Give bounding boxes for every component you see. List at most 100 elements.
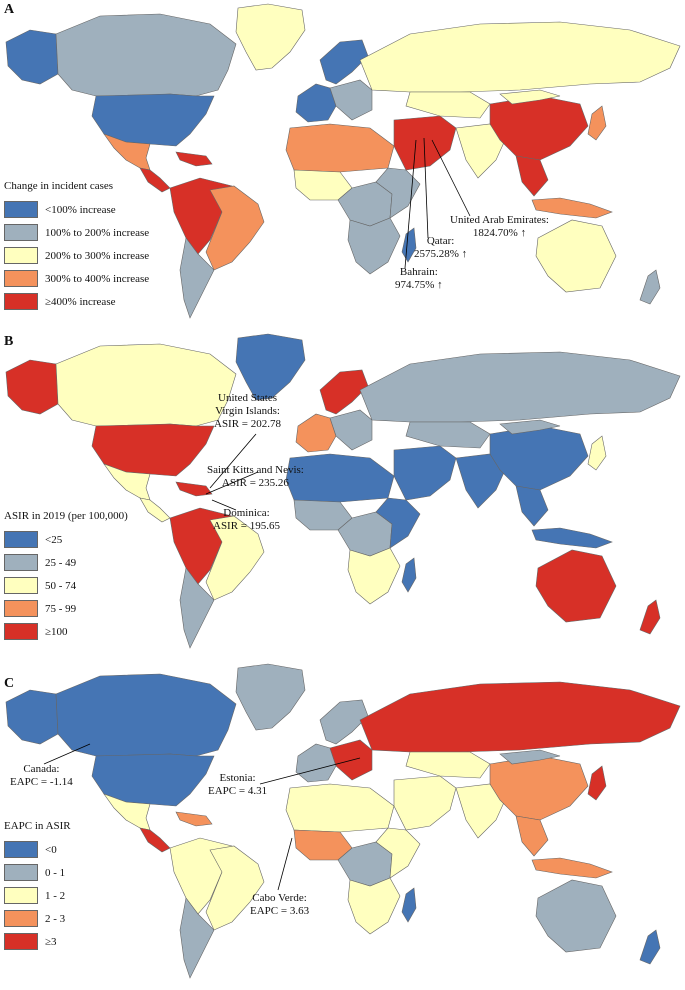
region-middle-east	[393, 445, 457, 501]
region-canada	[55, 343, 237, 427]
region-russia	[359, 681, 681, 753]
region-western-europe	[295, 743, 337, 783]
callout-leader-line	[205, 471, 259, 495]
region-madagascar	[401, 887, 417, 923]
legend-label: ≥3	[45, 935, 57, 948]
legend-title-b: ASIR in 2019 (per 100,000)	[4, 510, 128, 522]
legend-label: ≥400% increase	[45, 295, 116, 308]
region-alaska	[5, 29, 59, 85]
legend-swatch	[4, 887, 38, 904]
legend-swatch	[4, 864, 38, 881]
legend-label: 100% to 200% increase	[45, 226, 150, 239]
region-western-europe	[295, 413, 337, 453]
region-alaska	[5, 359, 59, 415]
region-china	[489, 425, 589, 491]
legend-swatch	[4, 910, 38, 927]
region-madagascar	[401, 227, 417, 263]
region-japan	[587, 105, 607, 141]
callout-leader-line	[211, 499, 237, 511]
region-southeast-asia	[515, 485, 549, 527]
region-indonesia	[531, 527, 613, 549]
region-north-africa	[285, 123, 395, 173]
callout-uae: United Arab Emirates: 1824.70% ↑	[450, 214, 549, 239]
region-southern-africa	[347, 217, 401, 275]
legend-swatch	[4, 247, 38, 264]
region-greenland	[235, 333, 306, 401]
region-eastern-europe	[329, 79, 373, 121]
legend-item: ≥100	[4, 620, 128, 643]
region-usa	[91, 753, 215, 807]
legend-swatch	[4, 577, 38, 594]
region-madagascar	[401, 557, 417, 593]
region-caribbean	[175, 151, 213, 167]
legend-item: 1 - 2	[4, 884, 71, 907]
legend-label: 50 - 74	[45, 579, 77, 592]
panel-c: C EAPC in ASIR <0 0 - 1 1 - 2 2 - 3 ≥3 C…	[0, 660, 685, 990]
region-east-africa	[375, 827, 421, 879]
callout-leader-line	[277, 837, 293, 891]
legend-swatch	[4, 841, 38, 858]
region-scandinavia	[319, 369, 369, 415]
legend-label: 2 - 3	[45, 912, 66, 925]
region-new-zealand	[639, 599, 661, 635]
panel-a: A Change in incident cases <100% increas…	[0, 0, 685, 330]
region-eastern-europe	[329, 409, 373, 451]
legend-item: 200% to 300% increase	[4, 244, 149, 267]
legend-item: 75 - 99	[4, 597, 128, 620]
region-new-zealand	[639, 929, 661, 965]
region-china	[489, 755, 589, 821]
region-caribbean	[175, 481, 213, 497]
region-new-zealand	[639, 269, 661, 305]
region-central-asia	[405, 751, 491, 779]
legend-item: <100% increase	[4, 198, 149, 221]
region-greenland	[235, 663, 306, 731]
region-brazil	[205, 845, 265, 931]
region-east-africa	[375, 167, 421, 219]
legend-item: 25 - 49	[4, 551, 128, 574]
legend-swatch	[4, 270, 38, 287]
legend-swatch	[4, 531, 38, 548]
region-north-africa	[285, 783, 395, 833]
region-southeast-asia	[515, 815, 549, 857]
legend-swatch	[4, 623, 38, 640]
region-east-africa	[375, 497, 421, 549]
callout-usvi: United States Virgin Islands: ASIR = 202.7…	[214, 392, 282, 430]
legend-label: 200% to 300% increase	[45, 249, 150, 262]
region-brazil	[205, 185, 265, 271]
region-central-asia	[405, 421, 491, 449]
legend-label: 1 - 2	[45, 889, 66, 902]
world-map-b	[5, 333, 681, 649]
callout-leader-line	[423, 137, 429, 239]
world-map-c	[5, 663, 681, 979]
world-map-a	[5, 3, 681, 319]
legend-swatch	[4, 554, 38, 571]
panel-letter-a: A	[4, 2, 15, 17]
region-central-america	[139, 497, 171, 523]
legend-item: 2 - 3	[4, 907, 71, 930]
callout-canada: Canada: EAPC = -1.14	[10, 763, 73, 788]
legend-item: 300% to 400% increase	[4, 267, 149, 290]
region-alaska	[5, 689, 59, 745]
legend-b: ASIR in 2019 (per 100,000) <25 25 - 49 5…	[4, 510, 128, 643]
legend-label: <0	[45, 843, 57, 856]
region-mongolia	[499, 749, 561, 765]
region-canada	[55, 673, 237, 757]
legend-item: ≥3	[4, 930, 71, 953]
region-usa	[91, 93, 215, 147]
region-caribbean	[175, 811, 213, 827]
callout-qatar: Qatar: 2575.28% ↑	[414, 235, 468, 260]
legend-label: ≥100	[45, 625, 68, 638]
legend-item: 100% to 200% increase	[4, 221, 149, 244]
legend-a: Change in incident cases <100% increase …	[4, 180, 149, 313]
legend-label: 0 - 1	[45, 866, 66, 879]
callout-leader-line	[259, 757, 361, 785]
region-canada	[55, 13, 237, 97]
callout-leader-line	[404, 139, 417, 269]
region-scandinavia	[319, 39, 369, 85]
region-australia	[535, 549, 617, 623]
region-greenland	[235, 3, 306, 71]
legend-swatch	[4, 933, 38, 950]
legend-label: 300% to 400% increase	[45, 272, 150, 285]
legend-item: <0	[4, 838, 71, 861]
legend-item: <25	[4, 528, 128, 551]
